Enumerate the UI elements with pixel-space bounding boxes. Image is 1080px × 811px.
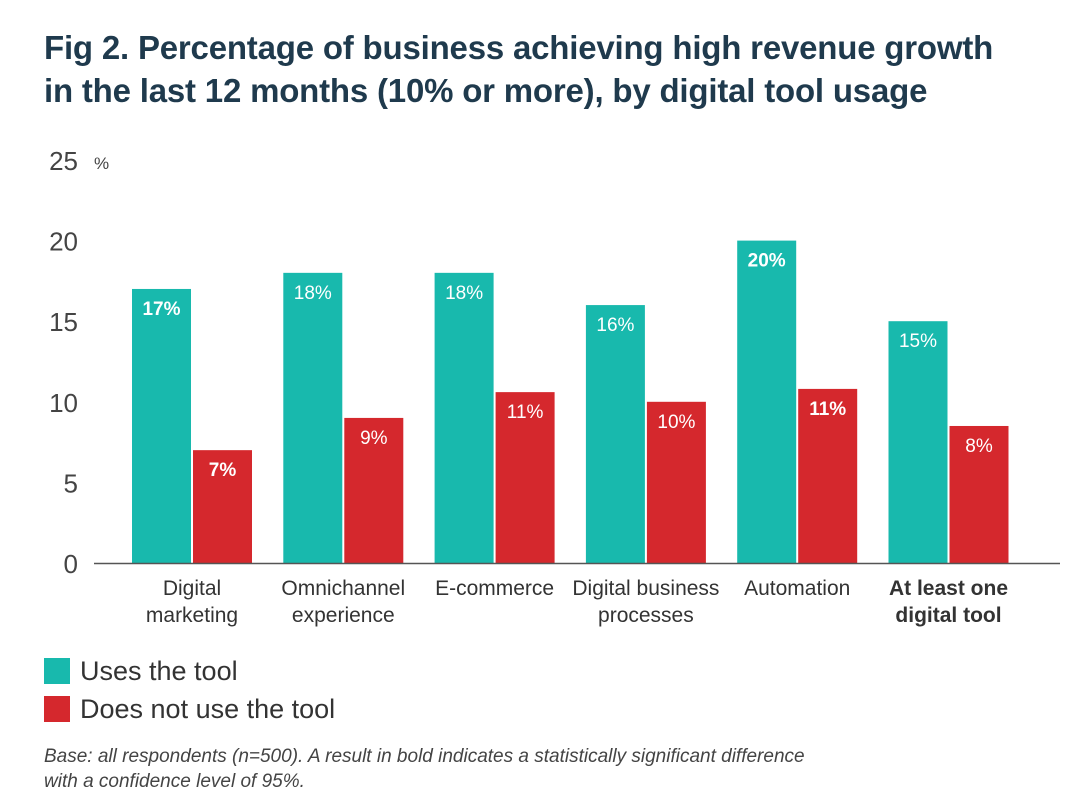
data-label: 8% [965,436,993,457]
data-label: 16% [596,315,634,336]
y-tick-label: 5 [64,468,78,498]
y-tick-label: 15 [49,307,78,337]
chart-title-line-2: in the last 12 months (10% or more), by … [44,72,928,109]
x-tick-label: Digital business [572,577,719,600]
bar-uses [888,321,948,563]
y-tick-label: 0 [64,549,78,579]
legend-swatch-does-not-use [44,696,70,722]
x-tick-label: marketing [146,604,238,627]
bar-does-not-use [193,450,252,563]
x-tick-label: Omnichannel [281,577,405,600]
bar-does-not-use [646,401,706,563]
legend: Uses the tool Does not use the tool [44,652,335,728]
x-tick-label: Digital [163,577,221,600]
bar-uses [737,240,797,563]
data-label: 11% [507,402,544,423]
x-tick-label: Automation [744,577,850,600]
legend-swatch-uses [44,658,70,684]
data-label: 17% [142,299,180,320]
footnote: Base: all respondents (n=500). A result … [44,744,1044,794]
bar-does-not-use [949,425,1009,563]
x-tick-label: At least one [889,577,1008,600]
bar-chart: 0 5 10 15 20 25 % 17% 7% Digital marketing 18% 9% Omn… [49,146,1060,627]
y-axis-unit-label: % [94,154,109,173]
bar-uses [132,288,191,563]
x-tick-label: digital tool [895,604,1001,627]
y-tick-label: 25 [49,146,78,176]
data-label: 18% [294,283,332,304]
bar-does-not-use [495,392,555,563]
chart-title-line-1: Fig 2. Percentage of business achieving … [44,29,994,66]
bar-uses [283,272,343,563]
legend-item-does-not-use: Does not use the tool [44,690,335,728]
footnote-line-2: with a confidence level of 95%. [44,771,305,792]
bar-uses [585,305,645,563]
legend-label-uses: Uses the tool [80,655,238,686]
bar-does-not-use [344,417,404,563]
data-label: 11% [809,399,846,420]
footnote-line-1: Base: all respondents (n=500). A result … [44,746,805,767]
data-label: 7% [209,460,237,481]
data-label: 20% [748,251,786,272]
x-tick-label: E-commerce [435,577,554,600]
legend-label-does-not-use: Does not use the tool [80,693,336,724]
chart-title: Fig 2. Percentage of business achieving … [44,26,1074,112]
data-label: 15% [899,331,937,352]
data-label: 9% [360,428,388,449]
data-label: 18% [445,283,483,304]
y-tick-label: 10 [49,388,78,418]
data-label: 10% [657,412,695,433]
bar-uses [434,272,494,563]
y-tick-label: 20 [49,227,78,257]
x-tick-label: experience [292,604,395,627]
x-tick-label: processes [598,604,694,627]
bar-does-not-use [798,388,858,563]
legend-item-uses: Uses the tool [44,652,335,690]
